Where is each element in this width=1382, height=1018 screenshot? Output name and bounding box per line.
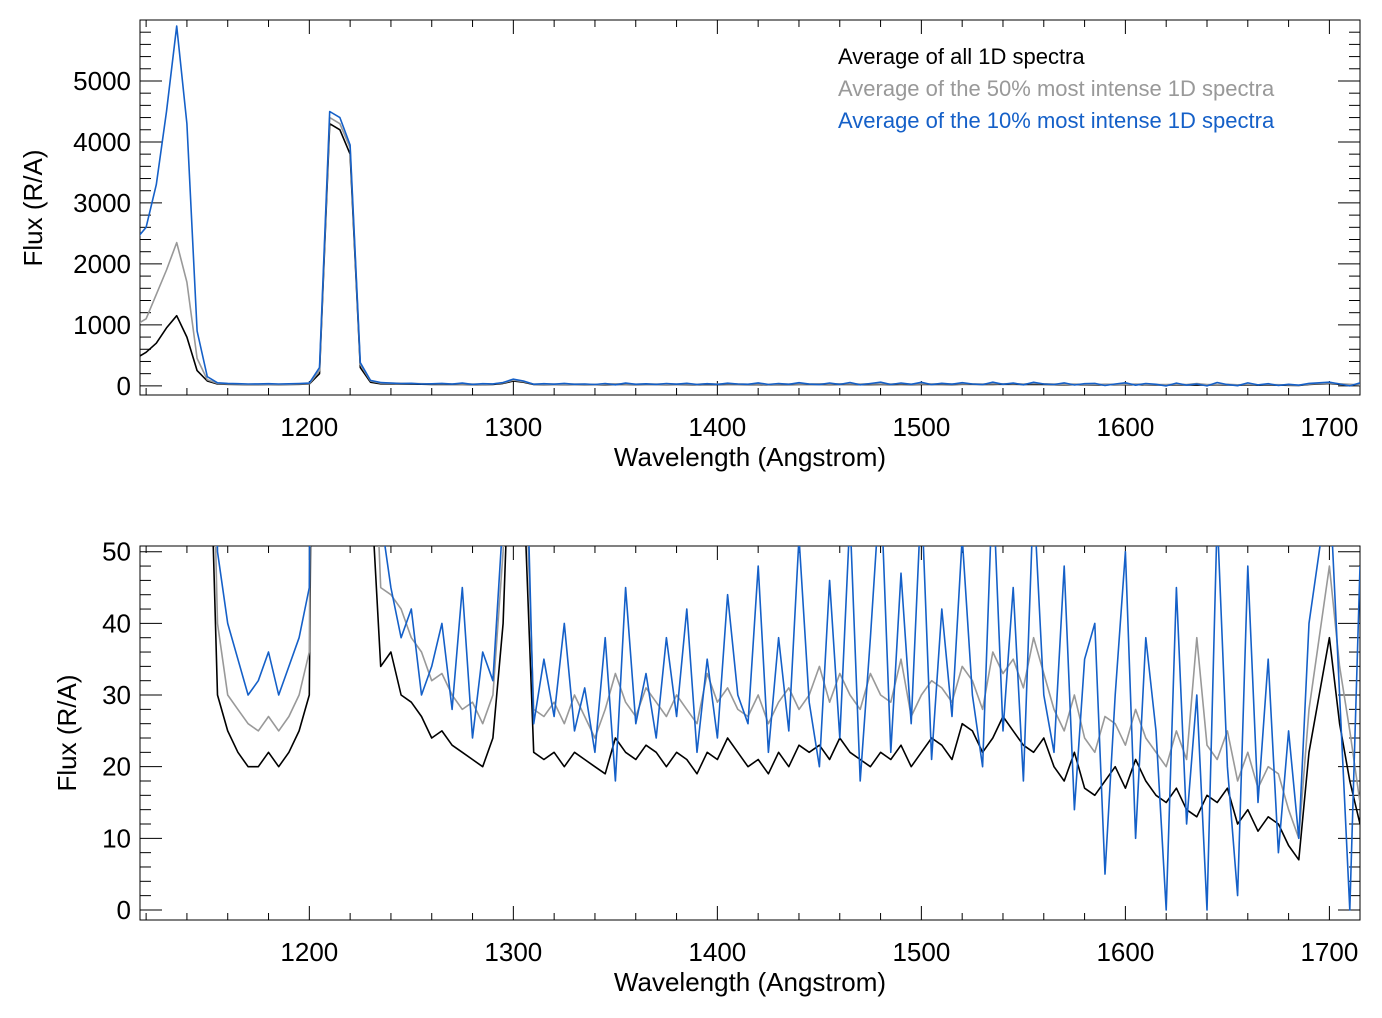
top-x-axis-title: Wavelength (Angstrom) bbox=[614, 442, 886, 472]
bottom-series-all bbox=[212, 546, 1360, 861]
top-x-tick-label: 1700 bbox=[1300, 412, 1358, 442]
top-series-all bbox=[140, 122, 1360, 387]
bottom-y-tick-label: 20 bbox=[102, 752, 131, 782]
bottom-x-tick-label: 1300 bbox=[484, 937, 542, 967]
bottom-series-10pct bbox=[216, 546, 1360, 911]
bottom-y-tick-label: 30 bbox=[102, 680, 131, 710]
top-x-tick-label: 1200 bbox=[280, 412, 338, 442]
top-y-tick-label: 3000 bbox=[73, 188, 131, 218]
bottom-x-axis-title: Wavelength (Angstrom) bbox=[614, 967, 886, 997]
bottom-x-tick-label: 1500 bbox=[892, 937, 950, 967]
top-y-tick-label: 4000 bbox=[73, 127, 131, 157]
bottom-y-tick-label: 40 bbox=[102, 608, 131, 638]
bottom-y-tick-label: 0 bbox=[117, 895, 131, 925]
bottom-x-tick-label: 1400 bbox=[688, 937, 746, 967]
bottom-plot-frame bbox=[139, 545, 1361, 921]
top-y-tick-label: 2000 bbox=[73, 249, 131, 279]
top-y-tick-label: 0 bbox=[117, 371, 131, 401]
top-plot-frame bbox=[139, 19, 1361, 396]
bottom-y-tick-label: 10 bbox=[102, 823, 131, 853]
top-y-tick-label: 1000 bbox=[73, 310, 131, 340]
top-x-tick-label: 1500 bbox=[892, 412, 950, 442]
bottom-x-tick-label: 1600 bbox=[1096, 937, 1154, 967]
bottom-x-tick-label: 1700 bbox=[1300, 937, 1358, 967]
bottom-panel: Wavelength (Angstrom) Flux (R/A) 1200 130… bbox=[52, 537, 1361, 997]
bottom-x-tick-label: 1200 bbox=[280, 937, 338, 967]
top-series-group bbox=[140, 25, 1360, 387]
legend-entry-10pct: Average of the 10% most intense 1D spect… bbox=[838, 108, 1275, 133]
top-y-axis-title: Flux (R/A) bbox=[18, 150, 48, 267]
legend-entry-all: Average of all 1D spectra bbox=[838, 44, 1085, 69]
top-series-10pct bbox=[140, 25, 1360, 387]
top-y-tick-label: 5000 bbox=[73, 66, 131, 96]
top-panel: Wavelength (Angstrom) Flux (R/A) Average… bbox=[18, 19, 1361, 472]
top-x-tick-label: 1400 bbox=[688, 412, 746, 442]
bottom-y-tick-label: 50 bbox=[102, 537, 131, 567]
bottom-y-axis-title: Flux (R/A) bbox=[52, 675, 82, 792]
top-series-50pct bbox=[140, 116, 1360, 387]
top-x-tick-label: 1600 bbox=[1096, 412, 1154, 442]
bottom-series-group bbox=[212, 546, 1360, 911]
legend-entry-50pct: Average of the 50% most intense 1D spect… bbox=[838, 76, 1275, 101]
top-x-tick-label: 1300 bbox=[484, 412, 542, 442]
